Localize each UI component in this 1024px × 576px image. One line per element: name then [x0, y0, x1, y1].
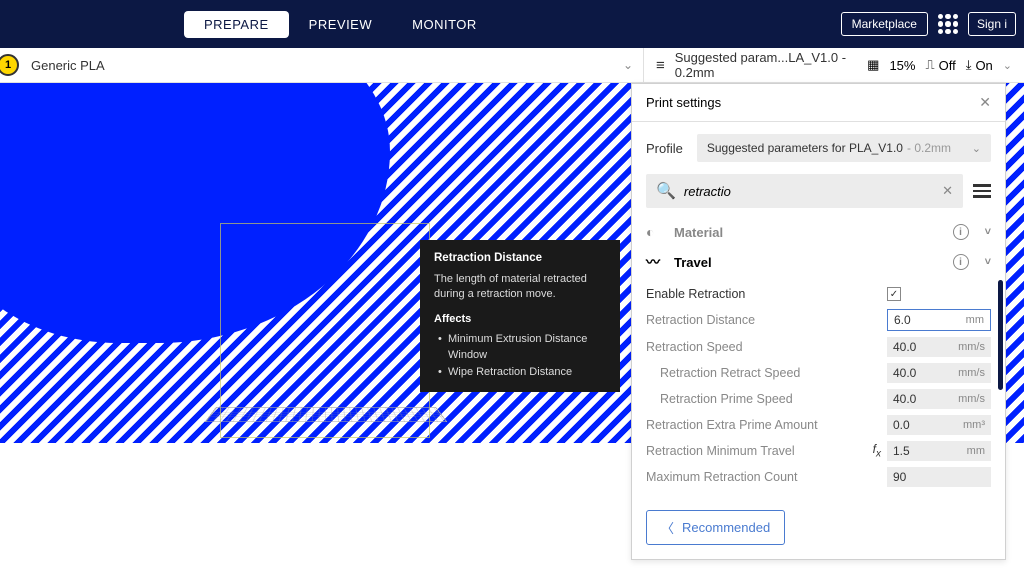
section-travel[interactable]: 〰 Travel i ˅ [632, 246, 1005, 278]
tab-preview[interactable]: PREVIEW [289, 11, 392, 38]
setting-label: Retraction Prime Speed [646, 392, 887, 406]
setting-input[interactable]: 1.5mm [887, 441, 991, 461]
tooltip-affects-item: Minimum Extrusion Distance Window [448, 331, 606, 364]
marketplace-button[interactable]: Marketplace [841, 12, 928, 36]
setting-retraction-distance: Retraction Distance 6.0mm [646, 306, 991, 334]
profile-row: Profile Suggested parameters for PLA_V1.… [632, 122, 1005, 174]
recommended-button[interactable]: 〈 Recommended [646, 510, 785, 545]
setting-retract-speed: Retraction Retract Speed 40.0mm/s [646, 360, 991, 386]
search-box[interactable]: 🔍 ✕ [646, 174, 963, 208]
main-tabs: PREPARE PREVIEW MONITOR [184, 11, 497, 38]
menu-icon[interactable] [973, 184, 991, 198]
material-icon: ◐ [646, 224, 664, 240]
setting-label: Retraction Extra Prime Amount [646, 418, 887, 432]
profile-label: Profile [646, 141, 683, 156]
print-settings-panel: Print settings ✕ Profile Suggested param… [631, 83, 1006, 560]
signin-button[interactable]: Sign i [968, 12, 1016, 36]
section-label: Travel [674, 255, 712, 270]
setting-input[interactable]: 40.0mm/s [887, 337, 991, 357]
setting-label: Maximum Retraction Count [646, 470, 887, 484]
setting-input[interactable]: 40.0mm/s [887, 389, 991, 409]
sub-bar: 1 Generic PLA ⌄ ≡ Suggested param...LA_V… [0, 48, 1024, 83]
profile-select[interactable]: Suggested parameters for PLA_V1.0 - 0.2m… [697, 134, 991, 162]
tab-prepare[interactable]: PREPARE [184, 11, 289, 38]
infill-icon: ▦ [867, 57, 879, 73]
setting-label: Enable Retraction [646, 287, 887, 301]
travel-icon: 〰 [646, 252, 664, 272]
setting-extra-prime: Retraction Extra Prime Amount 0.0mm³ [646, 412, 991, 438]
tooltip-affects-label: Affects [434, 313, 606, 325]
build-volume [220, 223, 430, 438]
tooltip-affects-list: Minimum Extrusion Distance Window Wipe R… [434, 331, 606, 381]
search-row: 🔍 ✕ [632, 174, 1005, 218]
setting-prime-speed: Retraction Prime Speed 40.0mm/s [646, 386, 991, 412]
topbar-right: Marketplace Sign i [841, 12, 1016, 36]
setting-label: Retraction Minimum Travel [646, 444, 873, 458]
chevron-icon[interactable]: ˅ [985, 226, 991, 238]
setting-input[interactable]: 6.0mm [887, 309, 991, 331]
chevron-left-icon: 〈 [661, 518, 674, 537]
apps-grid-icon[interactable] [938, 14, 958, 34]
adhesion-toggle: ⤓On [966, 57, 993, 73]
setting-enable-retraction: Enable Retraction ✓ [646, 282, 991, 306]
close-icon[interactable]: ✕ [979, 94, 991, 111]
setting-min-travel: Retraction Minimum Travel fx 1.5mm [646, 438, 991, 464]
search-icon: 🔍 [656, 181, 676, 201]
profile-summary: Suggested param...LA_V1.0 - 0.2mm [675, 50, 857, 80]
info-icon[interactable]: i [953, 224, 969, 240]
setting-label: Retraction Retract Speed [646, 366, 887, 380]
sliders-icon: ≡ [656, 57, 665, 74]
setting-label: Retraction Distance [646, 313, 887, 327]
setting-tooltip: Retraction Distance The length of materi… [420, 240, 620, 392]
build-plate-grid [205, 407, 448, 422]
setting-max-count: Maximum Retraction Count 90 [646, 464, 991, 490]
support-toggle: ⎍Off [925, 57, 955, 73]
setting-label: Retraction Speed [646, 340, 887, 354]
profile-dim: - 0.2mm [907, 141, 951, 155]
infill-percent: 15% [889, 58, 915, 73]
tooltip-title: Retraction Distance [434, 252, 606, 264]
profile-value: Suggested parameters for PLA_V1.0 [707, 141, 903, 155]
adhesion-icon: ⤓ [966, 57, 972, 73]
info-icon[interactable]: i [953, 254, 969, 270]
panel-header: Print settings ✕ [632, 84, 1005, 122]
setting-input[interactable]: 40.0mm/s [887, 363, 991, 383]
support-icon: ⎍ [925, 57, 934, 73]
tooltip-affects-item: Wipe Retraction Distance [448, 364, 606, 381]
settings-chevron-icon[interactable]: ⌄ [1003, 59, 1012, 72]
clear-icon[interactable]: ✕ [942, 183, 953, 199]
setting-input[interactable]: 0.0mm³ [887, 415, 991, 435]
section-label: Material [674, 225, 723, 240]
top-bar: PREPARE PREVIEW MONITOR Marketplace Sign… [0, 0, 1024, 48]
panel-title: Print settings [646, 95, 721, 110]
checkbox[interactable]: ✓ [887, 287, 901, 301]
search-input[interactable] [684, 184, 934, 199]
chevron-down-icon: ⌄ [972, 142, 981, 155]
fx-icon[interactable]: fx [873, 442, 881, 459]
scrollbar-thumb[interactable] [998, 280, 1003, 390]
extruder-badge[interactable]: 1 [0, 54, 19, 76]
setting-input[interactable]: 90 [887, 467, 991, 487]
setting-retraction-speed: Retraction Speed 40.0mm/s [646, 334, 991, 360]
section-material[interactable]: ◐ Material i ˅ [632, 218, 1005, 246]
print-settings-bar[interactable]: ≡ Suggested param...LA_V1.0 - 0.2mm ▦ 15… [644, 50, 1024, 80]
material-name: Generic PLA [31, 58, 105, 73]
material-dropdown-icon[interactable]: ⌄ [623, 58, 633, 72]
tab-monitor[interactable]: MONITOR [392, 11, 497, 38]
settings-list: Enable Retraction ✓ Retraction Distance … [632, 278, 1005, 500]
tooltip-description: The length of material retracted during … [434, 272, 606, 303]
chevron-icon[interactable]: ˅ [985, 256, 991, 268]
